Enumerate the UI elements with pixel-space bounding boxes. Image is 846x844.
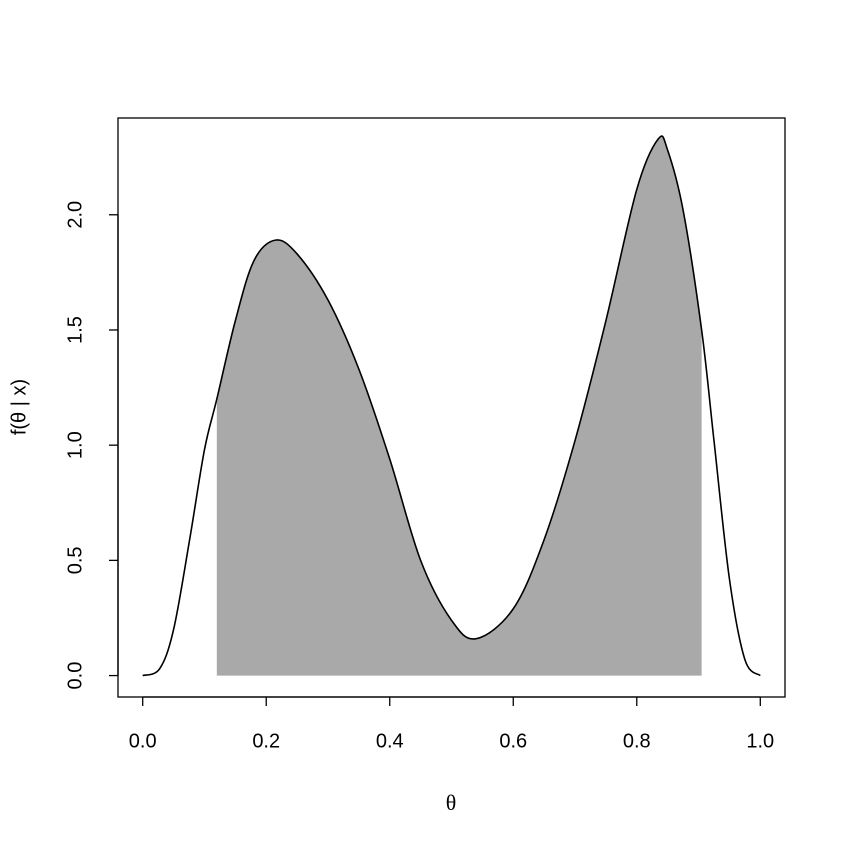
- x-tick-label: 0.6: [499, 730, 527, 752]
- y-tick-label: 2.0: [64, 201, 86, 229]
- shaded-area: [216, 136, 702, 676]
- x-axis-label: θ: [446, 790, 457, 815]
- y-tick-label: 1.5: [64, 316, 86, 344]
- x-tick-label: 0.4: [376, 730, 404, 752]
- y-tick-label: 0.0: [64, 662, 86, 690]
- x-tick-label: 0.2: [252, 730, 280, 752]
- density-line: [142, 135, 761, 677]
- x-tick-label: 0.0: [129, 730, 157, 752]
- y-axis-label: f(θ | x): [8, 379, 30, 435]
- x-tick-label: 0.8: [623, 730, 651, 752]
- y-tick-label: 1.0: [64, 431, 86, 459]
- y-tick-label: 0.5: [64, 546, 86, 574]
- x-tick-label: 1.0: [746, 730, 774, 752]
